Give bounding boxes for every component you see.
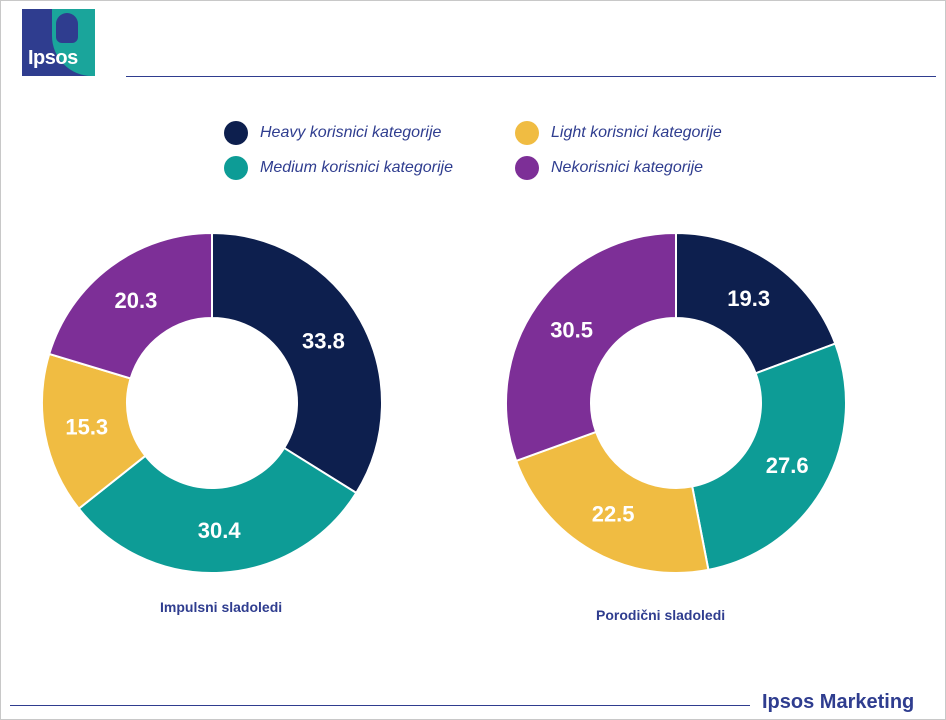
slice-label-medium-1: 30.4 (198, 518, 242, 543)
donut-chart-1: 33.8 30.4 15.3 20.3 (41, 231, 383, 574)
slice-non-2 (505, 231, 677, 463)
slice-heavy-2 (675, 231, 837, 375)
slice-label-heavy-1: 33.8 (302, 329, 345, 354)
logo-head-icon (56, 13, 78, 43)
slice-heavy-1 (211, 231, 383, 495)
ipsos-logo: Ipsos (22, 9, 95, 76)
slice-label-light-1: 15.3 (65, 414, 108, 439)
footer-rule (10, 705, 750, 706)
slice-light-1 (41, 352, 147, 511)
legend-item-heavy: Heavy korisnici kategorije (224, 121, 441, 145)
chart-title-impulsni: Impulsni sladoledi (160, 599, 283, 615)
legend-label-heavy: Heavy korisnici kategorije (260, 124, 442, 141)
legend-swatch-heavy (224, 121, 248, 145)
donut-chart-2: 19.3 27.6 22.5 30.5 (505, 231, 847, 574)
chart-title-porodicni: Porodični sladoledi (596, 607, 726, 623)
logo-wordmark: Ipsos (28, 47, 78, 69)
slice-label-light-2: 22.5 (592, 501, 635, 526)
legend-item-medium: Medium korisnici kategorije (224, 156, 453, 180)
legend-swatch-light (515, 121, 539, 145)
header-rule (126, 76, 936, 77)
footer-brand: Ipsos Marketing (762, 691, 915, 713)
slice-label-medium-2: 27.6 (766, 453, 809, 478)
slice-label-heavy-2: 19.3 (727, 286, 770, 311)
legend-item-non: Nekorisnici kategorije (515, 156, 703, 180)
slice-label-non-1: 20.3 (115, 288, 158, 313)
legend-item-light: Light korisnici kategorije (515, 121, 722, 145)
legend-label-medium: Medium korisnici kategorije (260, 159, 453, 176)
slice-medium-2 (691, 342, 847, 572)
legend-swatch-medium (224, 156, 248, 180)
legend-label-non: Nekorisnici kategorije (551, 159, 704, 176)
legend-label-light: Light korisnici kategorije (551, 124, 722, 141)
slice-label-non-2: 30.5 (550, 317, 593, 342)
legend-swatch-non (515, 156, 539, 180)
slice-medium-1 (77, 446, 358, 574)
slice-light-2 (514, 430, 710, 574)
slice-non-1 (47, 231, 213, 380)
